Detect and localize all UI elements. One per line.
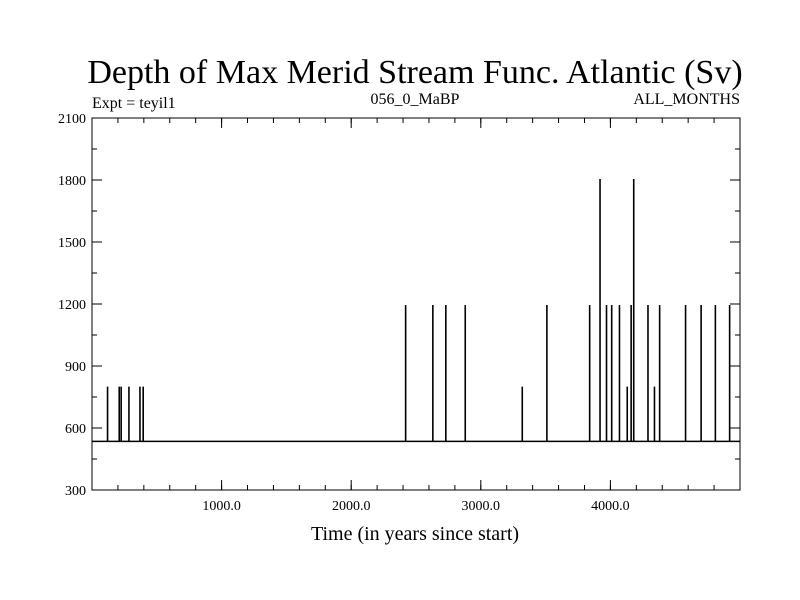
y-tick-label: 600	[65, 422, 86, 437]
x-tick-label: 3000.0	[462, 499, 501, 514]
y-tick-label: 300	[65, 484, 86, 499]
axes-layer: 300 600 900 1200 1500 1800 2100 1000.0 2000.0 300…	[58, 112, 740, 514]
run-label: 056_0_MaBP	[371, 91, 460, 108]
y-tick-label: 1800	[58, 174, 86, 189]
x-tick-label: 4000.0	[591, 499, 630, 514]
y-tick-label: 2100	[58, 112, 86, 127]
plot-area	[92, 178, 740, 443]
months-label: ALL_MONTHS	[633, 91, 740, 108]
chart-title: Depth of Max Merid Stream Func. Atlantic…	[87, 54, 742, 91]
y-tick-label: 1200	[58, 298, 86, 313]
x-tick-label: 1000.0	[202, 499, 241, 514]
experiment-label: Expt = teyil1	[92, 95, 176, 112]
x-tick-label: 2000.0	[332, 499, 371, 514]
y-tick-label: 900	[65, 360, 86, 375]
y-tick-label: 1500	[58, 236, 86, 251]
plot-frame	[91, 117, 741, 491]
x-axis-label: Time (in years since start)	[311, 523, 519, 545]
